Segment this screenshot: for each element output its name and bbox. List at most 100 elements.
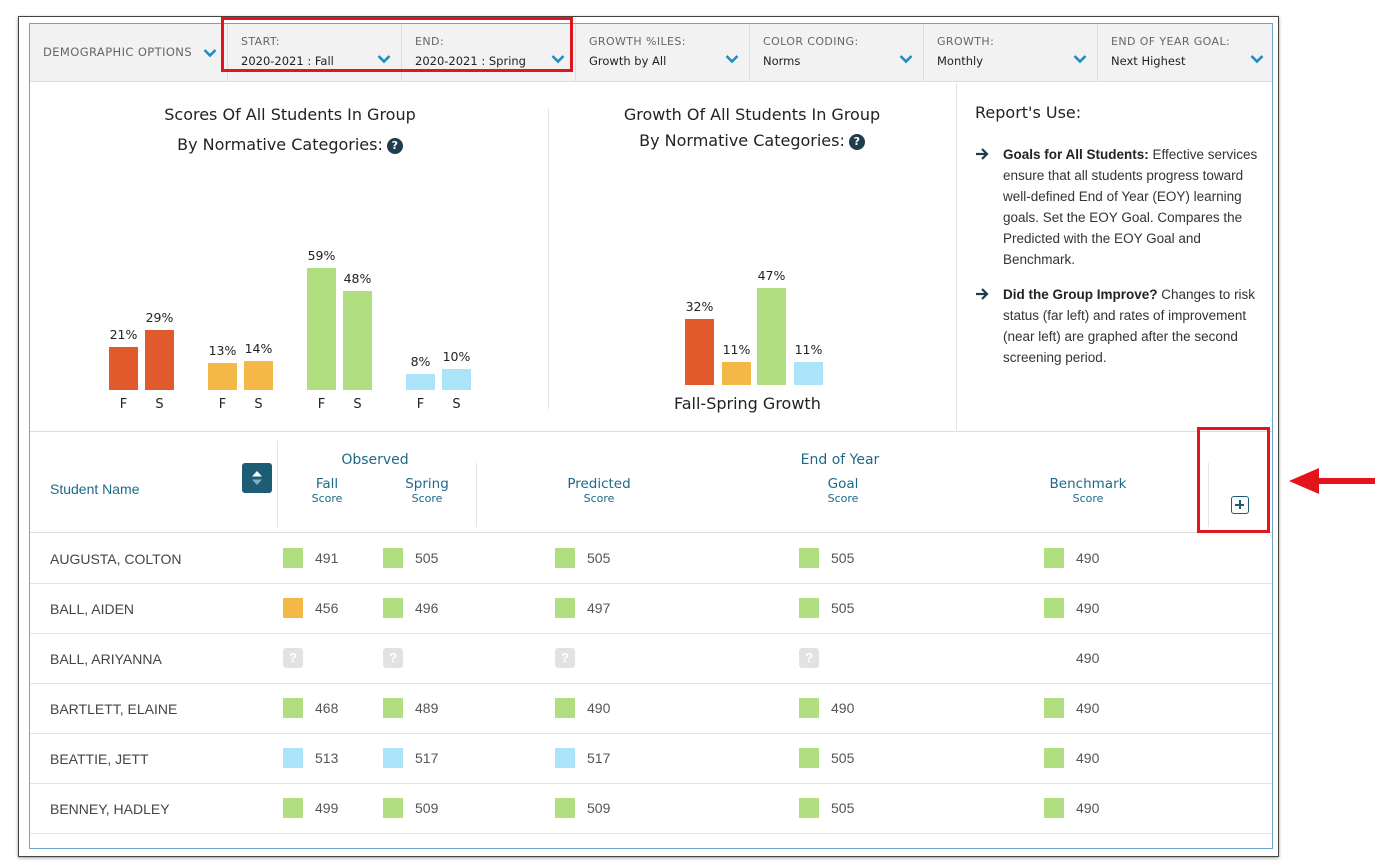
- score-color-indicator: [383, 748, 403, 768]
- bar-category-label: F: [317, 397, 326, 412]
- demographic-options-dropdown[interactable]: DEMOGRAPHIC OPTIONS: [30, 24, 228, 82]
- chevron-down-icon: [899, 55, 913, 64]
- chart-bar: [406, 373, 435, 390]
- growth-chart-title-line1: Growth Of All Students In Group: [623, 105, 881, 124]
- score-value: 496: [415, 600, 439, 616]
- charts-section: Scores Of All Students In Group By Norma…: [30, 83, 1272, 432]
- bar-category-label: F: [119, 397, 128, 412]
- table-row[interactable]: BARTLETT, ELAINE 468 489 490 490 490: [30, 684, 1272, 734]
- score-color-indicator: [283, 698, 303, 718]
- table-row[interactable]: AUGUSTA, COLTON 491 505 505 505 490: [30, 534, 1272, 584]
- score-value: 489: [415, 700, 439, 716]
- benchmark-column-header[interactable]: Benchmark Score: [1038, 476, 1138, 505]
- score-color-indicator: [1044, 748, 1064, 768]
- student-name[interactable]: BEATTIE, JETT: [50, 751, 149, 767]
- score-value: 499: [315, 800, 339, 816]
- bar-category-label: F: [218, 397, 227, 412]
- student-name[interactable]: AUGUSTA, COLTON: [50, 551, 182, 567]
- report-use-divider: [956, 83, 957, 432]
- score-color-indicator: [1044, 798, 1064, 818]
- score-sublabel: Score: [1072, 492, 1104, 505]
- growth-chart-title-line2: By Normative Categories:: [639, 131, 845, 150]
- score-value: 456: [315, 600, 339, 616]
- table-header: Student Name Observed End of Year Fall Sc…: [30, 433, 1272, 533]
- chevron-down-icon: [725, 55, 739, 64]
- predicted-column-header[interactable]: Predicted Score: [554, 476, 644, 505]
- score-value: 509: [587, 800, 611, 816]
- student-name[interactable]: BENNEY, HADLEY: [50, 801, 170, 817]
- table-row[interactable]: BALL, ARIYANNA???? 490: [30, 634, 1272, 684]
- score-color-indicator: [799, 748, 819, 768]
- score-color-indicator: [283, 548, 303, 568]
- end-of-year-header: End of Year: [800, 452, 880, 468]
- chart-bar: [794, 362, 823, 385]
- demographic-options-label: DEMOGRAPHIC OPTIONS: [43, 45, 193, 59]
- observed-header: Observed: [341, 452, 409, 468]
- goal-column-header[interactable]: Goal Score: [803, 476, 883, 505]
- sort-button[interactable]: [242, 463, 272, 493]
- student-name-header[interactable]: Student Name: [50, 481, 140, 497]
- student-name[interactable]: BALL, AIDEN: [50, 601, 135, 617]
- bar-category-label: F: [416, 397, 425, 412]
- score-color-indicator: [383, 598, 403, 618]
- bar-value-label: 13%: [208, 343, 237, 359]
- column-divider: [476, 463, 477, 527]
- chart-bar: [145, 330, 174, 390]
- color-coding-label: COLOR CODING:: [763, 35, 859, 48]
- eoy-goal-value: Next Highest: [1111, 54, 1186, 68]
- score-value: 517: [587, 750, 611, 766]
- score-sublabel: Score: [583, 492, 615, 505]
- start-label: START:: [241, 35, 280, 48]
- question-circle-icon[interactable]: ?: [848, 134, 865, 150]
- chevron-down-icon: [1073, 55, 1087, 64]
- missing-score-icon: ?: [555, 648, 575, 668]
- score-value: 490: [1076, 750, 1100, 766]
- report-use-item-heading: Goals for All Students:: [1003, 147, 1149, 162]
- growth-chart-title: Growth Of All Students In Group By Norma…: [552, 105, 952, 150]
- chart-bar: [722, 362, 751, 385]
- bar-value-label: 14%: [244, 341, 273, 357]
- bar-category-label: S: [254, 397, 263, 412]
- chart-bar: [109, 346, 138, 390]
- score-value: 505: [415, 550, 439, 566]
- question-circle-icon[interactable]: ?: [386, 138, 403, 154]
- table-row[interactable]: BENNEY, HADLEY 499 509 509 505 490: [30, 784, 1272, 834]
- start-period-dropdown[interactable]: START: 2020-2021 : Fall: [228, 24, 402, 82]
- chart-bar: [208, 363, 237, 390]
- score-value: 509: [415, 800, 439, 816]
- eoy-goal-dropdown[interactable]: END OF YEAR GOAL: Next Highest: [1098, 24, 1272, 82]
- score-color-indicator: [1044, 598, 1064, 618]
- score-color-indicator: [555, 798, 575, 818]
- scores-chart-title-line1: Scores Of All Students In Group: [164, 105, 416, 124]
- bar-value-label: 8%: [410, 353, 431, 369]
- report-use-item: Goals for All Students: Effective servic…: [975, 144, 1265, 270]
- score-color-indicator: [799, 548, 819, 568]
- chevron-down-icon: [551, 55, 565, 64]
- color-coding-dropdown[interactable]: COLOR CODING: Norms: [750, 24, 924, 82]
- score-color-indicator: [283, 598, 303, 618]
- bar-value-label: 29%: [145, 310, 174, 326]
- student-name[interactable]: BALL, ARIYANNA: [50, 651, 162, 667]
- student-name[interactable]: BARTLETT, ELAINE: [50, 701, 178, 717]
- score-sublabel: Score: [311, 492, 343, 505]
- fall-column-header[interactable]: Fall Score: [297, 476, 357, 505]
- score-value: 490: [1076, 700, 1100, 716]
- score-value: 505: [831, 750, 855, 766]
- report-use-item: Did the Group Improve? Changes to risk s…: [975, 284, 1265, 368]
- score-value: 490: [1076, 600, 1100, 616]
- score-sublabel: Score: [411, 492, 443, 505]
- goal-header-label: Goal: [827, 476, 859, 492]
- table-row[interactable]: BEATTIE, JETT 513 517 517 505 490: [30, 734, 1272, 784]
- growth-value: Monthly: [937, 54, 984, 68]
- bar-value-label: 32%: [685, 299, 714, 315]
- spring-column-header[interactable]: Spring Score: [392, 476, 462, 505]
- score-value: 513: [315, 750, 339, 766]
- chevron-down-icon: [1250, 55, 1264, 64]
- growth-dropdown[interactable]: GROWTH: Monthly: [924, 24, 1098, 82]
- expand-columns-icon[interactable]: [1231, 496, 1249, 514]
- app-window: DEMOGRAPHIC OPTIONS START: 2020-2021 : F…: [18, 16, 1279, 857]
- red-arrow-icon: [1289, 468, 1375, 494]
- growth-percentiles-dropdown[interactable]: GROWTH %ILES: Growth by All: [576, 24, 750, 82]
- table-row[interactable]: BALL, AIDEN 456 496 497 505 490: [30, 584, 1272, 634]
- end-period-dropdown[interactable]: END: 2020-2021 : Spring: [402, 24, 576, 82]
